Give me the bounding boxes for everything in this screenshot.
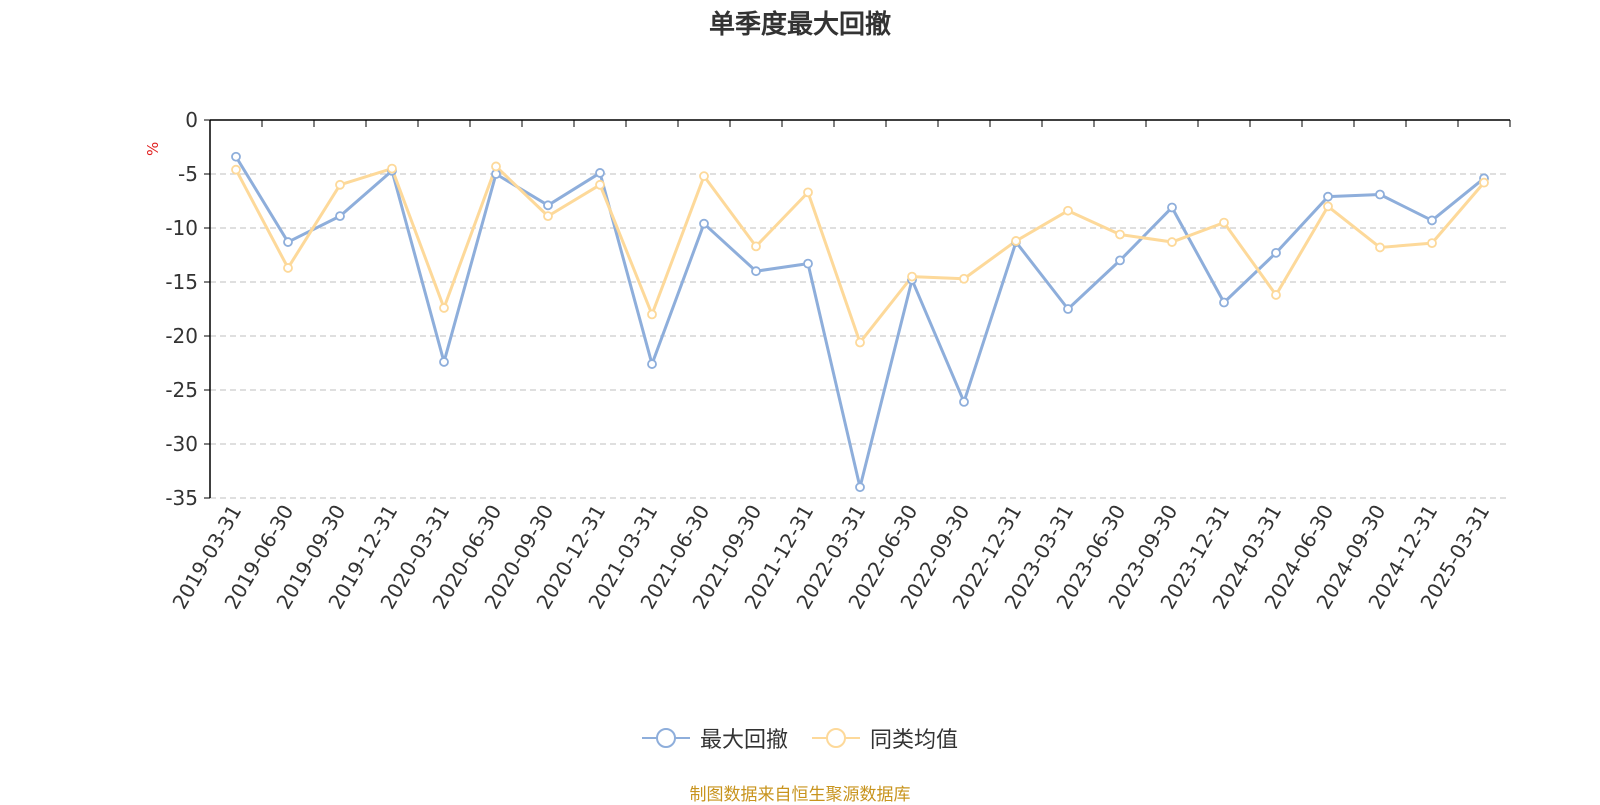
series-1-point [439, 357, 449, 367]
series-2-point [1115, 229, 1125, 240]
series-1-point [1167, 202, 1177, 213]
series-2-point [1167, 237, 1177, 247]
series-2-point [959, 273, 969, 284]
series-line-1 [234, 155, 1485, 489]
series-1-point [647, 359, 657, 369]
series-1-point [543, 200, 553, 211]
series-2-point [543, 211, 553, 222]
y-tick-label: -25 [165, 378, 198, 402]
series-1-point [335, 211, 345, 222]
series-2-point [1427, 238, 1437, 249]
legend-label: 最大回撤 [699, 728, 788, 753]
series-1-point [1063, 304, 1073, 314]
series-1-point [855, 482, 865, 493]
series-2-point [647, 309, 657, 320]
legend: 最大回撤 同类均值 [0, 722, 1600, 754]
y-tick-label: -20 [165, 324, 198, 348]
series-2-point [1271, 290, 1281, 300]
series-1-point [1375, 189, 1385, 200]
series-2-point [491, 161, 501, 172]
line-chart: 0-5-10-15-20-25-30-352019-03-312019-06-3… [165, 108, 1511, 613]
y-tick-label: -30 [165, 432, 198, 456]
series-1-point [699, 218, 709, 229]
legend-marker-icon [812, 728, 860, 748]
series-1-point [803, 258, 813, 269]
y-tick-label: -35 [165, 486, 198, 510]
series-2-point [907, 271, 917, 282]
series-1-point [959, 396, 969, 407]
series-1-point [1427, 215, 1437, 226]
series-2-point [1219, 217, 1229, 228]
y-tick-label: -15 [165, 270, 198, 294]
series-2-point [387, 163, 397, 174]
series-2-point [595, 179, 605, 190]
chart-title: 单季度最大回撤 [708, 10, 891, 40]
data-source-note: 制图数据来自恒生聚源数据库 [689, 785, 911, 805]
series-2-point [1323, 201, 1333, 212]
legend-item-max-drawdown[interactable]: 最大回撤 [641, 722, 788, 754]
series-1-point [1219, 297, 1229, 308]
series-2-point [283, 263, 293, 273]
series-2-point [803, 187, 813, 198]
series-2-point [231, 164, 241, 175]
series-2-point [1375, 242, 1385, 253]
y-tick-label: -10 [165, 216, 198, 240]
series-1-point [595, 168, 605, 178]
legend-label: 同类均值 [870, 728, 959, 753]
series-line-2 [234, 164, 1486, 344]
series-2-point [855, 337, 865, 348]
series-2-point [1011, 236, 1021, 246]
series-1-point [231, 151, 241, 162]
series-1-point [283, 237, 293, 247]
series-2-point [439, 303, 449, 313]
legend-item-peer-average[interactable]: 同类均值 [812, 722, 958, 754]
series-1-point [1115, 255, 1125, 266]
legend-marker-icon [641, 728, 690, 748]
y-tick-label: -5 [178, 162, 198, 186]
series-2-point [1063, 205, 1073, 216]
series-1-point [1271, 247, 1281, 258]
series-2-point [335, 179, 345, 190]
series-2-point [1479, 177, 1489, 188]
series-2-point [699, 171, 709, 182]
y-tick-label: 0 [185, 108, 198, 132]
series-1-point [1323, 191, 1333, 202]
series-2-point [751, 241, 761, 252]
series-1-point [751, 266, 761, 277]
